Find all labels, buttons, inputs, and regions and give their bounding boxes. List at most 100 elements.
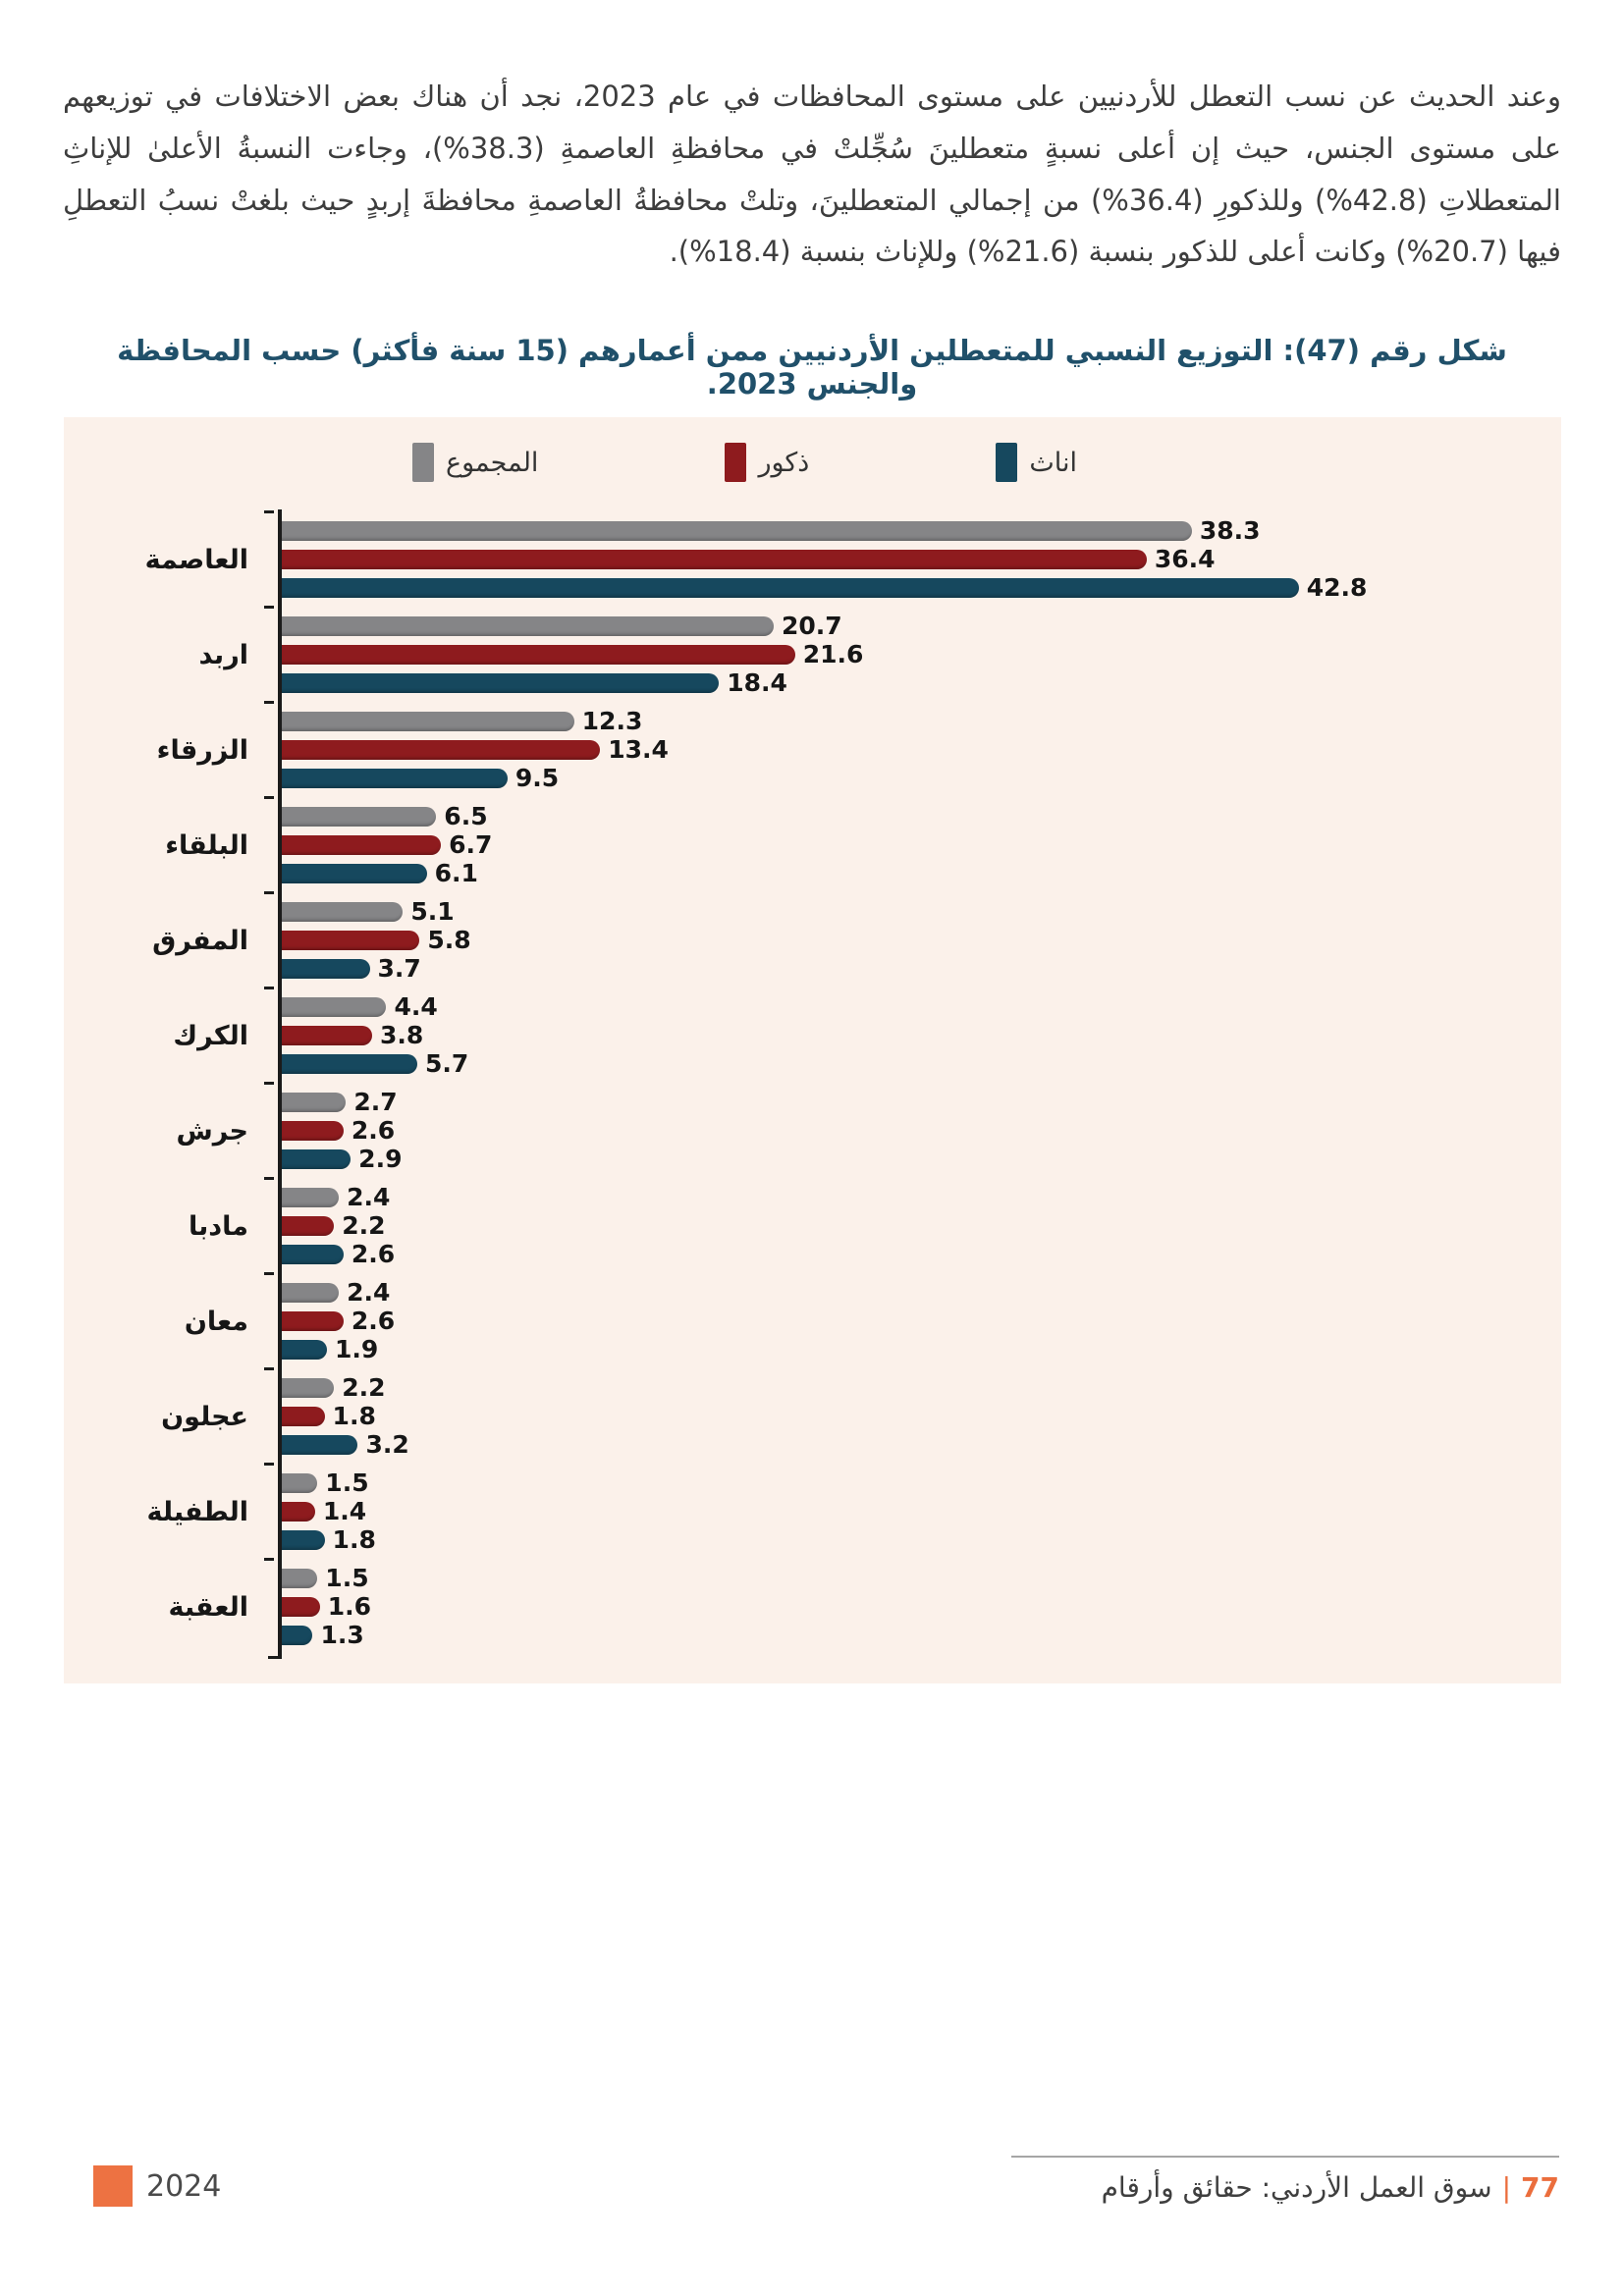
legend-swatch-icon (725, 443, 747, 482)
category-bars: 5.1 5.8 3.7 (282, 899, 1561, 983)
chart-group: المفرق 5.1 5.8 3.7 (152, 891, 1561, 983)
axis-tick (264, 1177, 274, 1180)
legend-label: اناث (1029, 447, 1077, 478)
bar-اناث (282, 769, 508, 788)
bar-المجموع (282, 712, 574, 731)
category-bars: 1.5 1.6 1.3 (282, 1566, 1561, 1647)
bar-row: 38.3 (282, 516, 1561, 545)
footer-year: 2024 (146, 2168, 222, 2204)
axis-tick (264, 1272, 274, 1275)
bar-اناث (282, 864, 427, 883)
axis-tick (264, 796, 274, 799)
figure-chart: المجموع ذكور اناث العاصمة 38.3 36.4 42.8 اربد 2… (64, 417, 1561, 1683)
bar-value-label: 36.4 (1154, 545, 1216, 573)
bar-اناث (282, 1245, 344, 1264)
bar-row: 6.1 (282, 861, 1561, 885)
axis-tick (264, 987, 274, 989)
bar-row: 20.7 (282, 612, 1561, 640)
category-bars: 20.7 21.6 18.4 (282, 612, 1561, 695)
bar-row: 13.4 (282, 735, 1561, 764)
category-label: مادبا (189, 1210, 248, 1242)
legend-swatch-icon (412, 443, 434, 482)
bar-ذكور (282, 1597, 320, 1617)
bar-ذكور (282, 645, 795, 665)
legend-swatch-icon (996, 443, 1018, 482)
report-title-text: سوق العمل الأردني: حقائق وأرقام (1101, 2171, 1492, 2204)
legend-label: المجموع (446, 447, 539, 478)
bar-المجموع (282, 1188, 340, 1207)
bar-اناث (282, 1149, 352, 1169)
bar-row: 1.4 (282, 1499, 1561, 1523)
bar-row: 36.4 (282, 545, 1561, 573)
bar-value-label: 5.7 (424, 1049, 469, 1078)
axis-tick (264, 701, 274, 704)
bar-ذكور (282, 835, 442, 855)
bar-row: 1.8 (282, 1527, 1561, 1552)
category-bars: 2.7 2.6 2.9 (282, 1090, 1561, 1171)
bar-row: 3.8 (282, 1023, 1561, 1047)
category-bars: 38.3 36.4 42.8 (282, 516, 1561, 600)
bar-row: 5.1 (282, 899, 1561, 924)
category-bars: 4.4 3.8 5.7 (282, 994, 1561, 1078)
axis-tick (264, 606, 274, 609)
bar-row: 5.7 (282, 1049, 1561, 1078)
chart-group: الزرقاء 12.3 13.4 9.5 (157, 701, 1561, 790)
bar-row: 1.5 (282, 1566, 1561, 1590)
bar-المجموع (282, 1378, 335, 1398)
category-label: عجلون (161, 1401, 248, 1432)
bar-value-label: 5.8 (427, 926, 471, 954)
chart-group: معان 2.4 2.6 1.9 (185, 1272, 1561, 1362)
bar-value-label: 3.7 (377, 954, 421, 983)
bar-row: 21.6 (282, 642, 1561, 667)
bar-row: 2.9 (282, 1147, 1561, 1171)
bar-row: 9.5 (282, 766, 1561, 790)
bar-اناث (282, 1340, 327, 1360)
footer-divider (1011, 2156, 1559, 2158)
footer-report-title: 77 | سوق العمل الأردني: حقائق وأرقام (1102, 2171, 1559, 2204)
category-label: الكرك (173, 1020, 248, 1051)
category-label: العاصمة (144, 544, 248, 575)
bar-value-label: 2.4 (347, 1183, 391, 1211)
bar-row: 1.5 (282, 1470, 1561, 1495)
axis-tick (264, 1558, 274, 1561)
bar-value-label: 1.8 (332, 1402, 376, 1430)
bar-ذكور (282, 1121, 344, 1141)
bar-row: 12.3 (282, 709, 1561, 733)
bar-row: 2.2 (282, 1211, 1561, 1240)
chart-group: العاصمة 38.3 36.4 42.8 (145, 510, 1561, 600)
bar-value-label: 13.4 (608, 735, 669, 764)
bar-المجموع (282, 1569, 318, 1588)
bar-اناث (282, 1435, 358, 1455)
bar-row: 2.6 (282, 1242, 1561, 1266)
bar-ذكور (282, 1311, 344, 1331)
bar-اناث (282, 959, 370, 979)
chart-plot-area: العاصمة 38.3 36.4 42.8 اربد 20.7 21.6 18.4 الزرق… (145, 509, 1561, 1659)
figure-title: شكل رقم (47): التوزيع النسبي للمتعطلين ا… (117, 334, 1507, 400)
legend-item-1: ذكور (725, 443, 809, 482)
bar-اناث (282, 1054, 417, 1074)
category-label: اربد (198, 639, 248, 670)
bar-المجموع (282, 616, 774, 636)
bar-row: 2.4 (282, 1183, 1561, 1211)
bar-المجموع (282, 521, 1192, 541)
category-bars: 1.5 1.4 1.8 (282, 1470, 1561, 1552)
bar-ذكور (282, 1216, 335, 1236)
bar-row: 3.2 (282, 1432, 1561, 1457)
legend-item-2: اناث (996, 443, 1077, 482)
bar-row: 6.5 (282, 804, 1561, 828)
bar-row: 2.4 (282, 1280, 1561, 1305)
bar-value-label: 38.3 (1199, 516, 1261, 545)
bar-row: 2.7 (282, 1090, 1561, 1114)
legend-label: ذكور (758, 447, 810, 478)
category-label: جرش (176, 1115, 248, 1147)
bar-المجموع (282, 997, 387, 1017)
bar-value-label: 20.7 (781, 612, 842, 640)
category-bars: 12.3 13.4 9.5 (282, 709, 1561, 790)
bar-المجموع (282, 1473, 318, 1493)
axis-tick (264, 891, 274, 894)
bar-value-label: 2.2 (342, 1211, 386, 1240)
bar-ذكور (282, 1407, 325, 1426)
footer-year-block: 2024 (93, 2165, 221, 2207)
bar-المجموع (282, 1283, 340, 1303)
bar-ذكور (282, 1026, 372, 1045)
